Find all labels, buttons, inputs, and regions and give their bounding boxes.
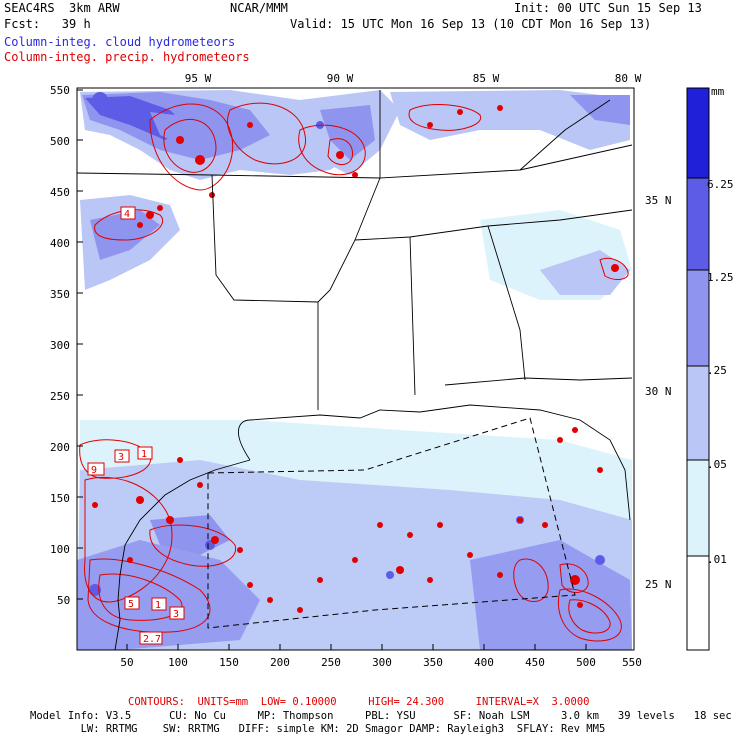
colorbar-labels: mm 6.25 1.25 .25 .05 .01: [707, 85, 734, 566]
cloud-shading: [77, 88, 634, 650]
x-tick-label: 500: [576, 656, 596, 669]
x-tick-label: 150: [219, 656, 239, 669]
colorbar-level: .25: [707, 364, 727, 377]
valid-time: Valid: 15 UTC Mon 16 Sep 13 (10 CDT Mon …: [290, 17, 652, 31]
y-axis-ticks: [77, 89, 83, 600]
inner-domain-outline: [207, 417, 576, 629]
center-title: NCAR/MMM: [230, 1, 288, 15]
x-axis-ticks: [126, 644, 587, 650]
contour-label: 5: [128, 599, 134, 610]
lat-label: 30 N: [645, 385, 672, 398]
x-tick-label: 450: [525, 656, 545, 669]
y-tick-label: 150: [50, 492, 70, 505]
forecast-hour: Fcst: 39 h: [4, 17, 91, 31]
contour-label: 4: [124, 209, 130, 220]
colorbar-level: .01: [707, 553, 727, 566]
graticule-labels: 95 W 90 W 85 W 80 W 35 N 30 N 25 N: [185, 72, 672, 591]
x-axis-labels: 50 100 150 200 250 300 350 400 450 500 5…: [120, 656, 642, 669]
y-axis-labels: 550 500 450 400 350 300 250 200 150 100 …: [50, 84, 70, 607]
model-title: SEAC4RS 3km ARW: [4, 1, 120, 15]
lon-label: 80 W: [615, 72, 642, 85]
x-tick-label: 300: [372, 656, 392, 669]
field-label-precip: Column-integ. precip. hydrometeors: [4, 50, 250, 64]
y-tick-label: 250: [50, 390, 70, 403]
model-info-line2: LW: RRTMG SW: RRTMG DIFF: simple KM: 2D …: [30, 723, 606, 735]
plot-frame: [76, 87, 635, 651]
field-label-cloud: Column-integ. cloud hydrometeors: [4, 35, 236, 49]
y-tick-label: 200: [50, 441, 70, 454]
init-time: Init: 00 UTC Sun 15 Sep 13: [514, 1, 702, 15]
y-tick-label: 500: [50, 135, 70, 148]
boundaries: [77, 90, 633, 650]
x-tick-label: 50: [120, 656, 133, 669]
lon-label: 95 W: [185, 72, 212, 85]
colorbar: [686, 87, 710, 651]
contour-label: 1: [155, 600, 161, 611]
lon-label: 90 W: [327, 72, 354, 85]
contour-info: CONTOURS: UNITS=mm LOW= 0.10000 HIGH= 24…: [128, 696, 590, 708]
contour-label: 3: [118, 452, 124, 463]
x-tick-label: 100: [168, 656, 188, 669]
y-tick-label: 450: [50, 186, 70, 199]
contour-label: 2.7: [143, 634, 161, 645]
y-tick-label: 300: [50, 339, 70, 352]
colorbar-unit: mm: [711, 85, 725, 98]
lon-label: 85 W: [473, 72, 500, 85]
y-tick-label: 50: [57, 594, 70, 607]
colorbar-level: 6.25: [707, 178, 734, 191]
y-tick-label: 100: [50, 543, 70, 556]
y-tick-label: 400: [50, 237, 70, 250]
x-tick-label: 550: [622, 656, 642, 669]
x-tick-label: 400: [474, 656, 494, 669]
y-tick-label: 550: [50, 84, 70, 97]
x-tick-label: 200: [270, 656, 290, 669]
lat-label: 35 N: [645, 194, 672, 207]
x-tick-label: 250: [321, 656, 341, 669]
y-tick-label: 350: [50, 288, 70, 301]
contour-label: 9: [91, 465, 97, 476]
model-info-line1: Model Info: V3.5 CU: No Cu MP: Thompson …: [30, 710, 732, 722]
contour-labels: 4 3 1 9 5 1 3 2.7: [87, 206, 185, 645]
colorbar-level: 1.25: [707, 271, 734, 284]
precip-cells: [92, 105, 619, 613]
colorbar-level: .05: [707, 458, 727, 471]
lat-label: 25 N: [645, 578, 672, 591]
x-tick-label: 350: [423, 656, 443, 669]
contour-label: 3: [173, 609, 179, 620]
contour-label: 1: [141, 449, 147, 460]
